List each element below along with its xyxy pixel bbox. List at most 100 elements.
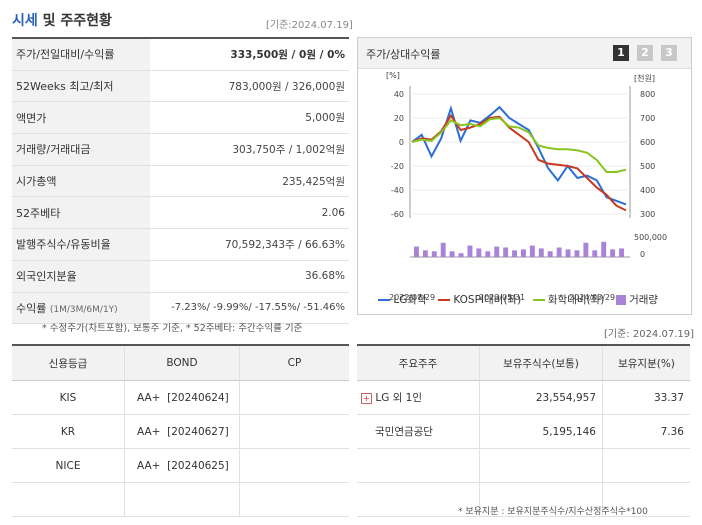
left-tick-label: -20 [391, 162, 404, 171]
legend-swatch-kospi [438, 299, 450, 301]
volume-bar [592, 250, 598, 257]
credit-table: 신용등급 BOND CP KIS AA+ [20240624] KR AA+ [… [12, 344, 349, 517]
holder-shares: 5,195,146 [479, 414, 603, 449]
price-table: 주가/전일대비/수익률 333,500원 / 0원 / 0% 52Weeks 최고… [12, 36, 349, 325]
table-row: 거래량/거래대금 303,750주 / 1,002억원 [12, 133, 349, 166]
left-tick-label: 40 [394, 90, 404, 99]
legend-kospi: KOSPI대비(좌) [453, 294, 522, 306]
row-value: 5,000원 [150, 101, 349, 135]
left-unit-label: [%] [386, 71, 400, 80]
left-tick-label: 20 [394, 114, 404, 123]
chart-ticks: 40 800 20 700 0 600 -20 500 -40 400 -60 300 500,000 0 [391, 90, 667, 259]
return-value: -7.23%/ -9.99%/ -17.55%/ -51.46% [150, 292, 349, 325]
return-row: 수익률 (1M/3M/6M/1Y) -7.23%/ -9.99%/ -17.55… [12, 292, 349, 325]
row-value: 36.68% [150, 260, 349, 293]
volume-bar [610, 249, 616, 257]
chart-page-1-button[interactable]: 1 [613, 45, 629, 61]
return-label: 수익률 [16, 301, 47, 315]
volume-bar [538, 248, 544, 257]
table-row-empty [357, 448, 690, 483]
section-title: 시세 및 주주현황 [12, 10, 112, 30]
row-label: 시가총액 [12, 165, 150, 198]
credit-cp [239, 448, 349, 483]
chart-panel: 주가/상대수익률 1 2 3 [%] [천원] 40 800 20 700 0 600 -2… [357, 37, 692, 315]
table-row: 52주베타 2.06 [12, 196, 349, 230]
volume-bar [601, 241, 607, 257]
row-value: 2.06 [150, 196, 349, 230]
return-label-cell: 수익률 (1M/3M/6M/1Y) [12, 292, 150, 325]
row-value: 303,750주 / 1,002억원 [150, 133, 349, 166]
credit-header-cp: CP [239, 344, 349, 381]
table-row: KR AA+ [20240627] [12, 414, 349, 449]
right-tick-label: 400 [640, 186, 655, 195]
credit-agency: KIS [12, 380, 125, 415]
row-value: 783,000원 / 326,000원 [150, 70, 349, 103]
table-row: KIS AA+ [20240624] [12, 380, 349, 415]
volume-tick-label: 500,000 [634, 233, 667, 242]
row-label: 발행주식수/유동비율 [12, 228, 150, 261]
return-period: (1M/3M/6M/1Y) [49, 304, 118, 315]
table-row: NICE AA+ [20240625] [12, 448, 349, 483]
table-row: 주가/전일대비/수익률 333,500원 / 0원 / 0% [12, 36, 349, 71]
volume-bar [574, 250, 580, 257]
volume-bar [619, 248, 624, 257]
row-value: 333,500원 / 0원 / 0% [150, 36, 349, 71]
volume-bar [431, 251, 437, 257]
left-tick-label: 0 [399, 138, 404, 147]
volume-bar [556, 247, 562, 257]
table-row: + LG 외 1인 23,554,957 33.37 [357, 380, 690, 415]
table-row-empty [12, 482, 349, 517]
volume-bar [467, 245, 473, 257]
holder-shares: 23,554,957 [479, 380, 603, 415]
volume-bar [565, 249, 571, 257]
right-tick-label: 800 [640, 90, 655, 99]
chart-page-2-button[interactable]: 2 [637, 45, 653, 61]
left-tick-label: -40 [391, 186, 404, 195]
credit-bond: AA+ [20240624] [124, 380, 240, 415]
x-label-3: 2024/03/29 [569, 293, 615, 302]
table-row: 외국인지분율 36.68% [12, 260, 349, 293]
legend-chem: 화학대비(좌) [547, 294, 605, 306]
volume-tick-label: 0 [640, 250, 645, 259]
volume-bar [512, 250, 517, 257]
chart-lines [411, 105, 627, 212]
credit-agency: NICE [12, 448, 125, 483]
volume-bar [529, 245, 535, 257]
x-label-2: 2023/05/31 [479, 293, 525, 302]
as-of-date: [기준:2024.07.19] [266, 20, 353, 31]
table-row: 시가총액 235,425억원 [12, 165, 349, 198]
holders-header-pct: 보유지분(%) [602, 344, 690, 381]
holders-header-shares: 보유주식수(보통) [479, 344, 603, 381]
holder-pct: 7.36 [602, 414, 690, 449]
volume-bar [503, 247, 509, 257]
expand-icon[interactable]: + [361, 392, 372, 404]
row-label: 주가/전일대비/수익률 [12, 36, 150, 71]
volume-bar [521, 249, 526, 257]
price-chart: [%] [천원] 40 800 20 700 0 600 -20 500 -40 400 -60 30… [386, 71, 667, 302]
series-line-1 [411, 105, 627, 206]
row-value: 235,425억원 [150, 165, 349, 198]
holder-name: 국민연금공단 [357, 414, 480, 449]
credit-bond: AA+ [20240627] [124, 414, 240, 449]
volume-bar [583, 242, 589, 257]
volume-bars [414, 241, 624, 257]
credit-bond: AA+ [20240625] [124, 448, 240, 483]
chart-legend: LG화학 KOSPI대비(좌) 화학대비(좌) 거래량 [378, 292, 658, 307]
legend-swatch-chem [532, 299, 545, 301]
legend-swatch-volume [615, 295, 626, 305]
table-row-empty [357, 482, 690, 517]
row-label: 52주베타 [12, 196, 150, 230]
volume-bar [458, 253, 464, 257]
holder-pct: 33.37 [602, 380, 690, 415]
volume-bar [422, 250, 428, 257]
right-tick-label: 500 [640, 162, 655, 171]
title-accent: 시세 [12, 13, 38, 29]
legend-volume: 거래량 [629, 294, 659, 306]
chart-page-3-button[interactable]: 3 [661, 45, 677, 61]
right-tick-label: 600 [640, 138, 655, 147]
footnote-right: * 보유지분 : 보유지분주식수/지수산정주식수*100 [458, 507, 648, 517]
chart-header: 주가/상대수익률 1 2 3 [358, 38, 691, 69]
credit-header-agency: 신용등급 [12, 344, 125, 381]
credit-header-bond: BOND [124, 344, 240, 381]
table-row: 국민연금공단 5,195,146 7.36 [357, 414, 690, 449]
